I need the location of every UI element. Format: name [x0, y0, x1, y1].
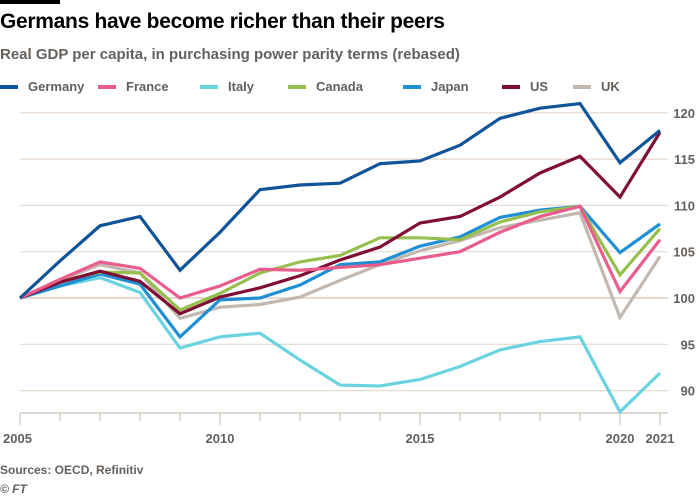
- y-tick-label: 115: [674, 152, 695, 167]
- x-tick-label: 2020: [606, 431, 635, 446]
- y-tick-label: 105: [673, 245, 695, 260]
- legend-swatch: [403, 84, 421, 89]
- series-line-italy: [19, 275, 662, 415]
- x-tick-label: 2021: [646, 431, 675, 446]
- x-tick-label: 2015: [406, 431, 435, 446]
- legend-label: Canada: [316, 79, 363, 94]
- legend-item-canada: Canada: [288, 79, 363, 94]
- line-chart: 90 95 100 105 110 115 120 2005 2010 2015 2020 2021: [3, 101, 695, 446]
- series-line-france: [19, 204, 662, 300]
- legend-item-germany: Germany: [0, 79, 84, 94]
- x-tick-label: 2010: [206, 431, 235, 446]
- ft-top-bar: [0, 0, 60, 4]
- legend-item-us: US: [502, 79, 548, 94]
- legend-item-japan: Japan: [403, 79, 469, 94]
- legend-label: UK: [601, 79, 620, 94]
- chart-sources: Sources: OECD, Refinitiv: [0, 463, 144, 477]
- y-tick-label: 120: [673, 106, 695, 121]
- legend-label: Japan: [431, 79, 469, 94]
- legend-label: France: [126, 79, 169, 94]
- chart-subtitle: Real GDP per capita, in purchasing power…: [0, 46, 460, 63]
- legend-label: Italy: [228, 79, 255, 94]
- legend-item-uk: UK: [573, 79, 620, 94]
- legend-item-italy: Italy: [200, 79, 254, 94]
- legend-swatch: [0, 84, 18, 89]
- legend-swatch: [573, 84, 591, 89]
- chart-copyright: © FT: [0, 482, 27, 496]
- legend-swatch: [98, 84, 116, 89]
- legend-label: Germany: [28, 79, 85, 94]
- legend-item-france: France: [98, 79, 169, 94]
- chart-legend: Germany France Italy Canada Japan US UK: [0, 79, 700, 97]
- series-line-germany: [18, 101, 662, 300]
- chart-title: Germans have become richer than their pe…: [0, 10, 445, 33]
- x-tick-label: 2005: [3, 431, 32, 446]
- y-tick-label: 95: [681, 337, 695, 352]
- legend-swatch: [200, 84, 218, 89]
- y-tick-label: 100: [673, 291, 695, 306]
- y-tick-label: 110: [674, 198, 695, 213]
- legend-swatch: [288, 84, 306, 89]
- legend-label: US: [530, 79, 549, 94]
- series-line-us: [19, 131, 662, 316]
- y-tick-label: 90: [681, 384, 695, 399]
- legend-swatch: [502, 84, 520, 89]
- series-line-uk: [19, 210, 662, 321]
- series-line-canada: [19, 204, 662, 312]
